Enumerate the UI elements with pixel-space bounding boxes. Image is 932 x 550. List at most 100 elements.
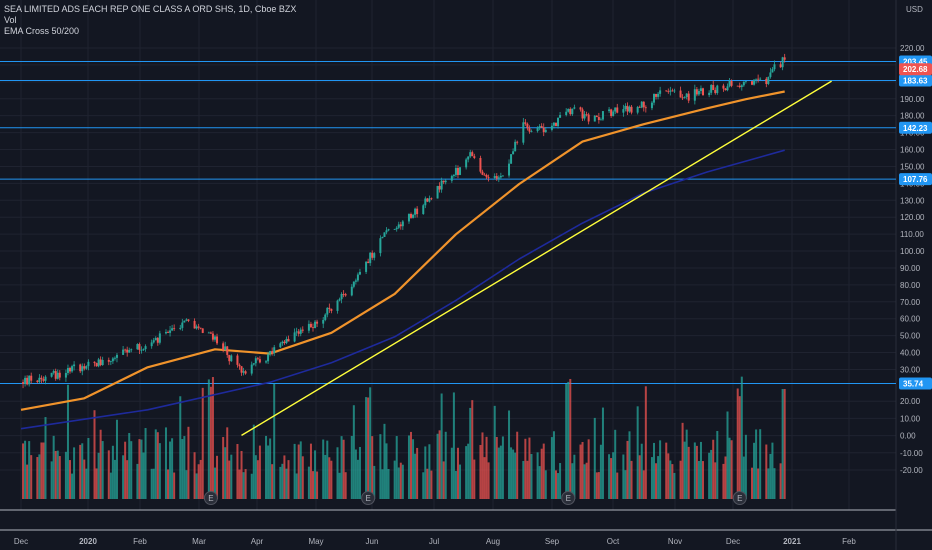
candle <box>297 331 300 334</box>
volume-bar <box>597 472 600 499</box>
x-tick-label: Dec <box>14 537 28 546</box>
volume-bar <box>211 377 214 499</box>
volume-bar <box>44 417 47 499</box>
candle <box>479 157 482 172</box>
candle <box>765 78 768 85</box>
volume-bar <box>401 464 404 499</box>
volume-bar <box>769 453 772 499</box>
volume-bar <box>42 442 45 499</box>
candle <box>773 64 776 70</box>
candle <box>97 359 100 367</box>
y-tick-label: 80.00 <box>900 281 921 290</box>
y-tick-label: 0.00 <box>900 432 916 441</box>
price-level-badge <box>899 173 932 186</box>
candle <box>738 85 741 88</box>
candle <box>559 114 562 118</box>
volume-bar <box>222 437 225 499</box>
volume-bar <box>209 386 212 499</box>
candle <box>571 108 574 115</box>
volume-bar <box>385 443 388 499</box>
volume-bar <box>665 442 668 499</box>
volume-bar <box>612 452 615 499</box>
candle <box>726 86 729 91</box>
candle <box>140 349 143 351</box>
volume-bar <box>565 384 568 499</box>
volume-bar <box>93 410 96 499</box>
candle <box>724 88 727 91</box>
volume-bar <box>156 432 159 499</box>
candle <box>407 213 410 222</box>
candle <box>459 167 462 175</box>
candle <box>410 213 413 218</box>
candle <box>771 69 774 73</box>
candle <box>307 323 310 331</box>
volume-bar <box>410 431 413 499</box>
ema-cross-label[interactable]: EMA Cross 50/200 <box>4 26 80 36</box>
volume-bar <box>324 454 327 499</box>
volume-bar <box>593 417 596 499</box>
price-level-badge-label: 203.45 <box>903 58 928 67</box>
volume-bar <box>542 443 545 499</box>
volume-bar <box>122 455 125 499</box>
candle <box>665 90 668 92</box>
candle <box>628 106 631 112</box>
x-tick-label: Jul <box>429 537 439 546</box>
volume-bar <box>293 443 296 499</box>
volume-bar <box>702 461 705 499</box>
volume-bar <box>671 464 674 499</box>
volume-bar <box>399 462 402 499</box>
x-axis[interactable]: Dec 2020 Feb Mar Apr May Jun Jul Aug Sep Oct Nov Dec… <box>14 537 857 546</box>
candle <box>599 119 602 121</box>
volume-bar <box>554 470 557 499</box>
candle <box>381 236 384 239</box>
volume-bar <box>573 454 576 499</box>
candle <box>352 281 355 287</box>
volume-bar <box>550 437 553 499</box>
volume-bar <box>107 450 110 499</box>
candle <box>587 114 590 122</box>
volume-bar <box>538 466 541 499</box>
volume-bar <box>516 431 519 499</box>
volume-bar <box>650 457 653 499</box>
volume-bar <box>708 452 711 499</box>
candle <box>526 123 529 129</box>
candle <box>256 358 259 360</box>
volume-bar <box>524 438 527 499</box>
volume-bar <box>56 450 59 499</box>
volume-bar <box>73 447 76 499</box>
candle <box>156 337 159 343</box>
candle <box>393 229 396 230</box>
candle <box>167 332 170 333</box>
symbol-title[interactable]: SEA LIMITED ADS EACH REP ONE CLASS A ORD… <box>4 4 297 14</box>
x-tick-label: Sep <box>545 537 560 546</box>
candle <box>28 375 31 385</box>
volume-bar <box>197 464 200 499</box>
volume-bar <box>669 460 672 499</box>
candle <box>224 346 227 351</box>
candle <box>699 88 702 91</box>
volume-bar <box>581 442 584 499</box>
candle <box>107 359 110 362</box>
earnings-marker <box>203 491 218 505</box>
volume-bar <box>297 444 300 499</box>
candle <box>371 252 374 258</box>
candle <box>83 366 86 369</box>
volume-bar <box>358 447 361 499</box>
volume-bar <box>216 455 219 499</box>
vol-label[interactable]: Vol <box>4 15 17 25</box>
volume-bar <box>109 472 112 499</box>
candle <box>144 346 147 350</box>
volume-bar <box>322 439 325 499</box>
y-axis[interactable]: 220.00210.00200.00190.00180.00170.00160.… <box>899 5 932 475</box>
volume-bar <box>365 397 368 499</box>
volume-bar <box>655 463 658 499</box>
candle <box>267 354 270 362</box>
candle <box>702 88 705 96</box>
volume-bar <box>124 441 127 499</box>
candle <box>528 128 531 132</box>
volume-bar <box>469 407 472 499</box>
volume-bar <box>569 378 572 499</box>
